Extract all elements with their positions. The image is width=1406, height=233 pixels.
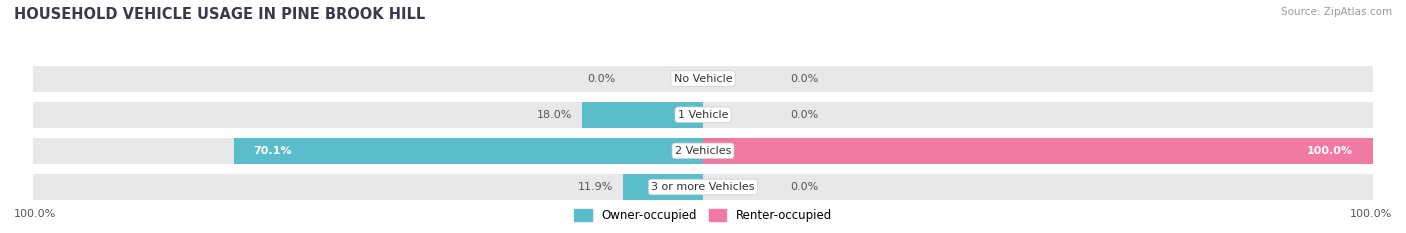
Text: 0.0%: 0.0% [790,182,818,192]
Text: 2 Vehicles: 2 Vehicles [675,146,731,156]
Bar [703,138,1372,164]
Text: Source: ZipAtlas.com: Source: ZipAtlas.com [1281,7,1392,17]
Bar [623,174,703,200]
Bar [582,102,703,128]
Text: No Vehicle: No Vehicle [673,74,733,84]
Text: 11.9%: 11.9% [578,182,613,192]
Bar [703,66,1372,92]
Text: 100.0%: 100.0% [1350,209,1392,219]
Text: 0.0%: 0.0% [588,74,616,84]
Legend: Owner-occupied, Renter-occupied: Owner-occupied, Renter-occupied [569,205,837,227]
Bar [703,138,1372,164]
Text: 70.1%: 70.1% [253,146,292,156]
Bar [703,102,1372,128]
Bar [233,138,703,164]
Text: HOUSEHOLD VEHICLE USAGE IN PINE BROOK HILL: HOUSEHOLD VEHICLE USAGE IN PINE BROOK HI… [14,7,425,22]
Text: 100.0%: 100.0% [14,209,56,219]
Bar [34,174,703,200]
Bar [703,174,1372,200]
Bar [34,102,703,128]
Text: 100.0%: 100.0% [1306,146,1353,156]
Text: 1 Vehicle: 1 Vehicle [678,110,728,120]
Text: 0.0%: 0.0% [790,74,818,84]
Bar [34,66,703,92]
Bar [34,138,703,164]
Text: 3 or more Vehicles: 3 or more Vehicles [651,182,755,192]
Text: 0.0%: 0.0% [790,110,818,120]
Text: 18.0%: 18.0% [537,110,572,120]
